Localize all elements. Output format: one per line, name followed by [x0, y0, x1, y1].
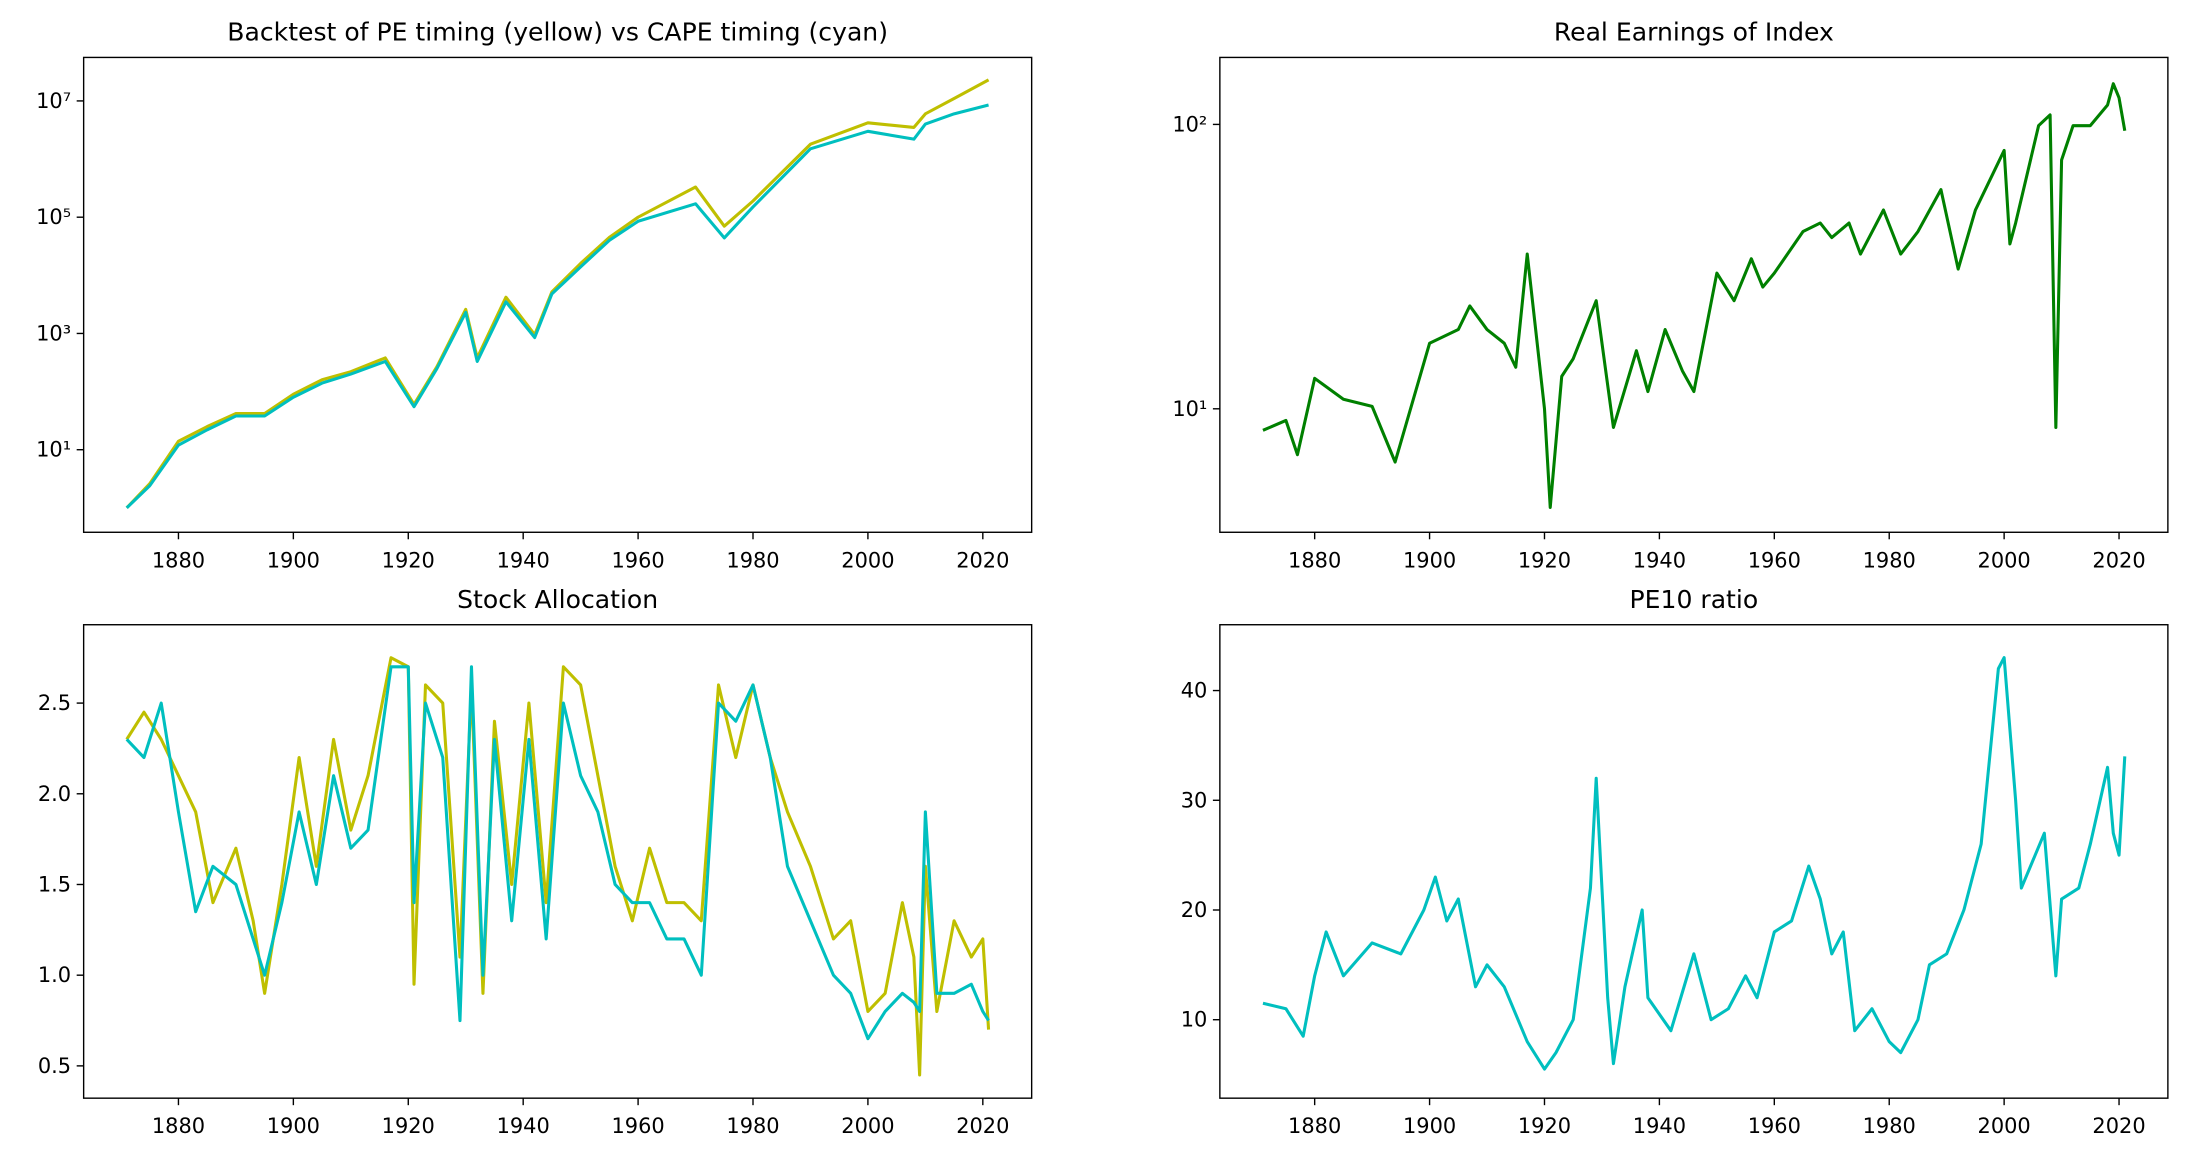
- data-line: [125, 656, 991, 1077]
- x-tick-label: 2020: [2092, 1114, 2145, 1138]
- x-tick-label: 1940: [1633, 548, 1686, 572]
- data-line: [125, 665, 990, 1041]
- x-tick-label: 1980: [1863, 1114, 1916, 1138]
- x-tick-label: 1900: [1403, 548, 1456, 572]
- x-tick-label: 2000: [841, 548, 894, 572]
- y-tick-label: 10¹: [36, 438, 71, 462]
- y-tick-label: 10³: [36, 321, 71, 345]
- chart-title: PE10 ratio: [1630, 585, 1759, 614]
- data-line: [125, 78, 990, 509]
- y-tick-label: 20: [1181, 898, 1208, 922]
- chart-title: Backtest of PE timing (yellow) vs CAPE t…: [227, 18, 888, 47]
- y-tick-label: 2.0: [38, 782, 71, 806]
- y-tick-label: 10¹: [1172, 397, 1207, 421]
- x-tick-label: 1880: [1288, 548, 1341, 572]
- x-tick-label: 1880: [152, 548, 205, 572]
- plot-frame: [82, 56, 1033, 533]
- x-tick-label: 1960: [1748, 1114, 1801, 1138]
- x-tick-label: 1980: [1863, 548, 1916, 572]
- x-tick-label: 1920: [382, 1114, 435, 1138]
- x-tick-label: 2020: [956, 1114, 1009, 1138]
- y-tick-label: 2.5: [38, 691, 71, 715]
- x-tick-label: 1880: [1288, 1114, 1341, 1138]
- x-tick-label: 1880: [152, 1114, 205, 1138]
- y-tick-label: 40: [1181, 679, 1208, 703]
- x-tick-label: 1980: [726, 548, 779, 572]
- x-tick-label: 1940: [497, 1114, 550, 1138]
- x-tick-label: 1960: [1748, 548, 1801, 572]
- data-line: [1262, 656, 2127, 1071]
- x-tick-label: 2000: [1978, 548, 2031, 572]
- y-tick-label: 1.5: [38, 872, 71, 896]
- x-tick-label: 2020: [956, 548, 1009, 572]
- x-tick-label: 1960: [611, 1114, 664, 1138]
- x-tick-label: 1920: [382, 548, 435, 572]
- plot-frame: [1219, 56, 2169, 533]
- y-tick-label: 10⁵: [36, 205, 71, 229]
- x-tick-label: 1900: [267, 548, 320, 572]
- x-tick-label: 1920: [1518, 548, 1571, 572]
- chart-title: Real Earnings of Index: [1554, 18, 1834, 47]
- x-tick-label: 1940: [1633, 1114, 1686, 1138]
- x-tick-label: 1900: [267, 1114, 320, 1138]
- x-tick-label: 2000: [1978, 1114, 2031, 1138]
- x-tick-label: 2020: [2092, 548, 2145, 572]
- x-tick-label: 1940: [497, 548, 550, 572]
- data-line: [125, 103, 989, 509]
- x-tick-label: 2000: [841, 1114, 894, 1138]
- x-tick-label: 1960: [611, 548, 664, 572]
- plot-frame: [1219, 624, 2169, 1099]
- y-tick-label: 0.5: [38, 1054, 71, 1078]
- y-tick-label: 10⁷: [36, 89, 71, 113]
- x-tick-label: 1920: [1518, 1114, 1571, 1138]
- y-tick-label: 10: [1181, 1008, 1208, 1032]
- x-tick-label: 1980: [726, 1114, 779, 1138]
- plot-frame: [82, 624, 1033, 1099]
- y-tick-label: 1.0: [38, 963, 71, 987]
- x-tick-label: 1900: [1403, 1114, 1456, 1138]
- data-line: [1262, 82, 2127, 509]
- chart-title: Stock Allocation: [457, 585, 658, 614]
- y-tick-label: 10²: [1172, 112, 1207, 136]
- y-tick-label: 30: [1181, 788, 1208, 812]
